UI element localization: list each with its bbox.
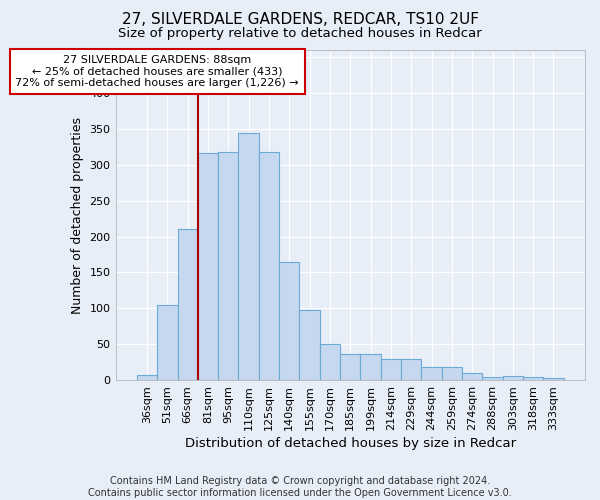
Bar [462, 373, 482, 380]
Bar [482, 377, 503, 380]
Text: 27 SILVERDALE GARDENS: 88sqm
← 25% of detached houses are smaller (433)
72% of s: 27 SILVERDALE GARDENS: 88sqm ← 25% of de… [16, 55, 299, 88]
Bar [421, 367, 442, 380]
Text: Size of property relative to detached houses in Redcar: Size of property relative to detached ho… [118, 28, 482, 40]
Bar [401, 358, 421, 380]
Bar [320, 344, 340, 380]
Bar [178, 230, 198, 380]
Bar [442, 367, 462, 380]
Bar [238, 133, 259, 380]
X-axis label: Distribution of detached houses by size in Redcar: Distribution of detached houses by size … [185, 437, 516, 450]
Bar [157, 304, 178, 380]
Bar [299, 310, 320, 380]
Bar [137, 375, 157, 380]
Text: Contains HM Land Registry data © Crown copyright and database right 2024.
Contai: Contains HM Land Registry data © Crown c… [88, 476, 512, 498]
Text: 27, SILVERDALE GARDENS, REDCAR, TS10 2UF: 27, SILVERDALE GARDENS, REDCAR, TS10 2UF [121, 12, 479, 28]
Bar [218, 152, 238, 380]
Y-axis label: Number of detached properties: Number of detached properties [71, 116, 84, 314]
Bar [503, 376, 523, 380]
Bar [279, 262, 299, 380]
Bar [381, 358, 401, 380]
Bar [259, 152, 279, 380]
Bar [340, 354, 361, 380]
Bar [523, 377, 544, 380]
Bar [544, 378, 563, 380]
Bar [198, 154, 218, 380]
Bar [361, 354, 381, 380]
